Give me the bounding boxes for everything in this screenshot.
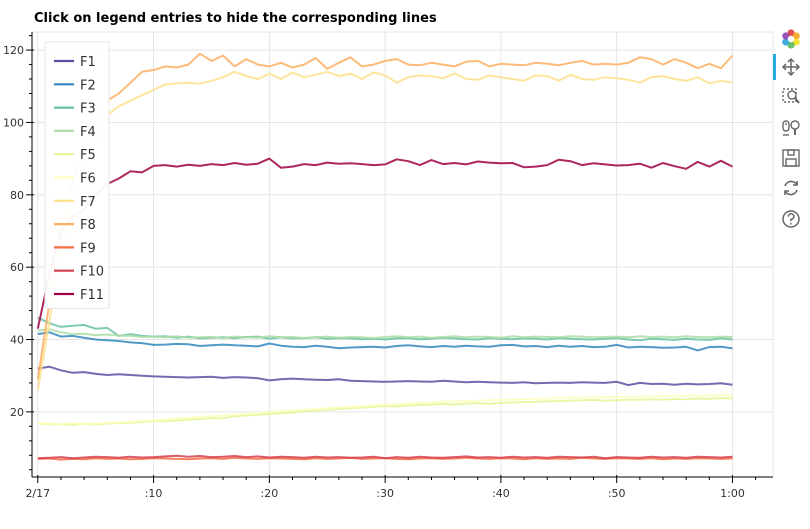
plot-frame [31,31,774,478]
series-line-f10 [37,454,733,460]
legend-item-f8[interactable]: F8 [54,218,96,233]
legend-label: F7 [80,195,96,210]
series-line-f2 [37,331,733,352]
series-line-f1 [37,365,733,387]
series-line-f6 [37,394,733,426]
reset-icon[interactable] [773,175,809,201]
x-tick-label: :20 [261,487,279,500]
legend-item-f1[interactable]: F1 [54,55,96,70]
y-tick-label: 60 [10,261,24,274]
pan-icon[interactable] [773,54,809,80]
y-tick-label: 80 [10,189,24,202]
grid-lines [32,32,773,477]
legend-label: F3 [80,102,96,117]
series-line-f11 [36,157,733,329]
legend[interactable]: F1 F2 F3 F4 F5 F6 F7 F8 F9 F10 F11 [44,41,110,309]
y-tick-label: 100 [3,116,24,129]
legend-item-f10[interactable]: F10 [54,265,104,280]
series-line-f4 [37,328,733,340]
legend-label: F9 [80,241,96,256]
legend-label: F1 [80,55,96,70]
legend-label: F11 [80,288,104,303]
bokeh-logo-icon[interactable] [773,26,809,52]
legend-label: F2 [80,78,96,93]
series-line-f8 [36,52,734,380]
legend-item-f7[interactable]: F7 [54,195,96,210]
y-tick-label: 20 [10,406,24,419]
legend-label: F8 [80,218,96,233]
wheel-zoom-icon[interactable] [773,114,809,140]
x-tick-label: 1:00 [720,487,745,500]
x-tick-label: :10 [145,487,163,500]
axes: 20 40 60 80 100 120 2/17 :10 :20 :30 :40 :50 1:00 [3,32,773,500]
legend-item-f11[interactable]: F11 [54,288,104,303]
x-tick-label: 2/17 [25,487,50,500]
legend-item-f5[interactable]: F5 [54,148,96,163]
legend-item-f6[interactable]: F6 [54,172,96,187]
series-lines [36,52,734,461]
x-tick-label: :50 [608,487,626,500]
legend-label: F6 [80,172,96,187]
save-icon[interactable] [773,145,809,171]
legend-item-f9[interactable]: F9 [54,241,96,256]
x-tick-label: :40 [492,487,510,500]
legend-label: F4 [80,125,96,140]
legend-label: F5 [80,148,96,163]
legend-item-f2[interactable]: F2 [54,78,96,93]
y-tick-label: 40 [10,334,24,347]
box-zoom-icon[interactable] [773,84,809,110]
series-line-f7 [36,70,733,391]
legend-item-f4[interactable]: F4 [54,125,96,140]
y-tick-label: 120 [3,44,24,57]
legend-label: F10 [80,265,104,280]
active-tool-indicator [773,54,776,80]
chart-title: Click on legend entries to hide the corr… [34,11,437,26]
x-tick-label: :30 [376,487,394,500]
help-icon[interactable] [773,206,809,232]
legend-item-f3[interactable]: F3 [54,102,96,117]
legend-box [44,41,110,309]
